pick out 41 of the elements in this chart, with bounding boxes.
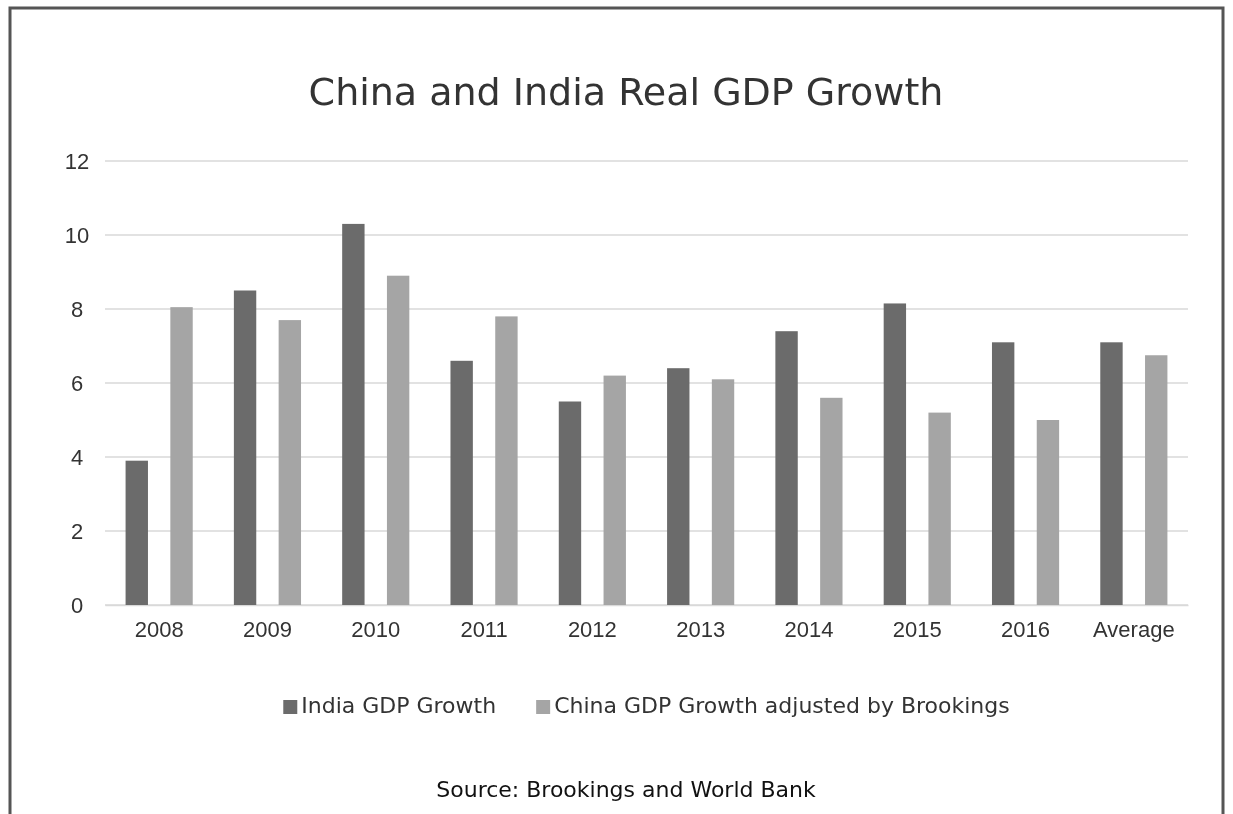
bar — [1145, 355, 1168, 605]
legend-label: China GDP Growth adjusted by Brookings — [554, 693, 1010, 718]
bar — [1100, 342, 1123, 605]
y-tick-label: 12 — [64, 148, 90, 174]
x-tick-label: 2008 — [134, 616, 184, 642]
x-tick-label: 2010 — [351, 616, 401, 642]
source-note: Source: Brookings and World Bank — [436, 777, 816, 802]
bar — [170, 307, 193, 605]
bar — [125, 460, 148, 605]
y-tick-label: 6 — [70, 370, 84, 396]
y-tick-label: 8 — [70, 296, 84, 322]
y-tick-label: 10 — [64, 222, 90, 248]
bar — [667, 368, 690, 605]
bar — [558, 401, 582, 605]
bar — [495, 316, 518, 605]
chart-title: China and India Real GDP Growth — [308, 70, 944, 114]
bar — [820, 397, 843, 605]
x-tick-label: 2016 — [1001, 616, 1051, 642]
x-tick-label: 2013 — [676, 616, 726, 642]
y-tick-label: 4 — [70, 444, 84, 470]
bar — [450, 360, 473, 605]
x-tick-label: 2009 — [242, 616, 292, 642]
bar — [233, 290, 257, 605]
y-tick-label: 0 — [70, 592, 84, 618]
bar — [278, 320, 302, 605]
x-tick-label: 2015 — [892, 616, 942, 642]
x-tick-label: Average — [1093, 616, 1175, 642]
bar — [1036, 420, 1060, 605]
x-tick-label: 2014 — [784, 616, 834, 642]
bar — [928, 412, 951, 605]
legend-label: India GDP Growth — [301, 693, 497, 718]
x-tick-label: 2012 — [567, 616, 617, 642]
bar — [342, 223, 365, 605]
bar — [883, 303, 907, 605]
bar — [711, 379, 735, 605]
bar — [775, 331, 798, 605]
bar — [991, 342, 1015, 605]
y-tick-label: 2 — [70, 518, 84, 544]
bar — [386, 275, 410, 605]
x-tick-label: 2011 — [460, 616, 508, 642]
bar — [603, 375, 626, 605]
